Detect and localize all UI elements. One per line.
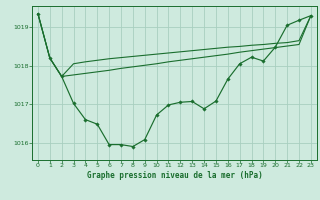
X-axis label: Graphe pression niveau de la mer (hPa): Graphe pression niveau de la mer (hPa) [86,171,262,180]
